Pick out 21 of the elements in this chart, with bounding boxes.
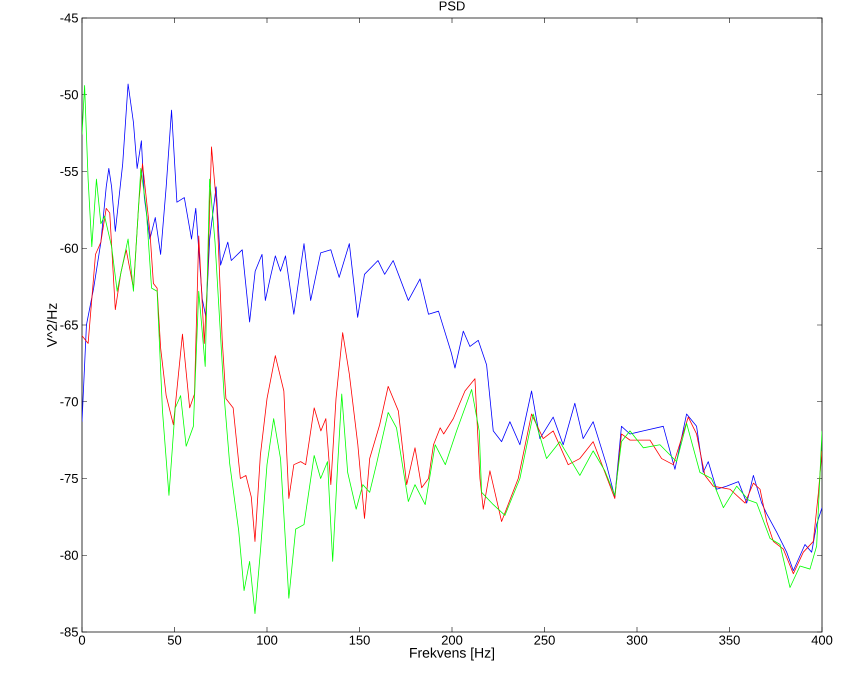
x-tick-label: 100 <box>257 636 278 645</box>
y-tick-label: -65 <box>60 320 78 330</box>
y-tick-label: -80 <box>60 550 78 560</box>
x-tick-label: 200 <box>442 636 462 645</box>
x-tick-label: 350 <box>719 636 740 645</box>
x-tick-label: 0 <box>78 636 86 645</box>
y-axis-title: V^2/Hz <box>46 303 57 348</box>
x-tick-label: 400 <box>812 636 832 645</box>
y-tick-label: -75 <box>60 474 78 484</box>
x-tick-label: 150 <box>350 636 370 645</box>
y-tick-label: -70 <box>60 397 78 406</box>
y-tick-label: -85 <box>60 627 78 637</box>
y-tick-label: -60 <box>60 244 78 253</box>
x-tick-label: 50 <box>168 636 182 645</box>
x-axis-title: Frekvens [Hz] <box>410 648 494 661</box>
y-tick-label: -45 <box>60 13 78 23</box>
chart-title: PSD <box>440 1 465 10</box>
x-tick-label: 300 <box>626 636 648 645</box>
y-tick-label: -50 <box>60 90 78 100</box>
x-tick-label: 250 <box>534 636 555 645</box>
y-tick-label: -55 <box>60 166 78 176</box>
